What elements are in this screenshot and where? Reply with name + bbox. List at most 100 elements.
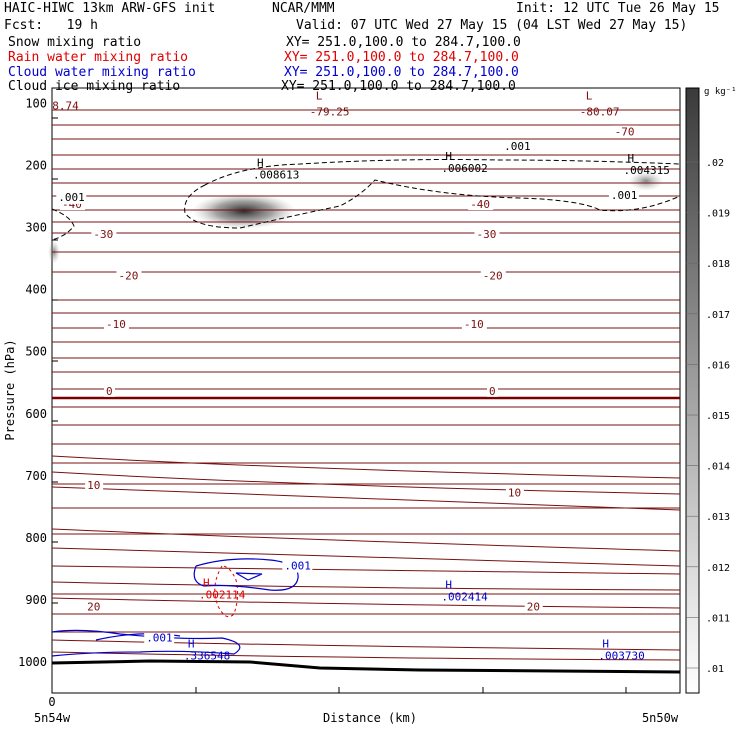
field-name-rain: Rain water mixing ratio — [8, 50, 189, 65]
temperature-contour — [51, 547, 681, 567]
temperature-contour-label: -30 — [93, 228, 113, 241]
field-xy-rain: XY= 251.0,100.0 to 284.7,100.0 — [284, 50, 519, 65]
rain-maximum-value: .002114 — [199, 588, 246, 601]
temperature-contour — [51, 639, 681, 651]
temperature-contour-label: 10 — [87, 479, 100, 492]
plot-frame — [51, 87, 681, 694]
temperature-contours — [51, 109, 681, 661]
temperature-extremum-letter: L — [316, 90, 323, 103]
cloud-water-maximum-letter: H — [188, 637, 195, 650]
temperature-contour-label: 10 — [508, 487, 521, 500]
model-title: HAIC-HIWC 13km ARW-GFS init — [4, 1, 216, 16]
snow-maximum-letter: H — [445, 150, 452, 163]
surface-line — [51, 659, 681, 674]
y-tick-label: 800 — [25, 531, 47, 545]
temperature-extremum-value: 8.74 — [52, 100, 79, 113]
temperature-label-bg — [91, 227, 117, 240]
temperature-contour-label: -10 — [106, 318, 126, 331]
field-xy-snow: XY= 251.0,100.0 to 284.7,100.0 — [286, 35, 521, 50]
field-xy-cloud-water: XY= 251.0,100.0 to 284.7,100.0 — [284, 65, 519, 80]
field-name-snow: Snow mixing ratio — [8, 35, 142, 50]
y-axis-title: Pressure (hPa) — [3, 339, 17, 440]
cloud-water-maximum-letter: H — [602, 637, 609, 650]
cloud-water-contour — [193, 558, 299, 591]
y-tick-label: 900 — [25, 593, 47, 607]
snow-shading-max — [192, 193, 296, 229]
temperature-contour-label: 0 — [106, 385, 113, 398]
y-tick-label: 200 — [25, 159, 47, 173]
temperature-label-bg — [103, 317, 129, 330]
snow-contour — [204, 159, 681, 186]
temperature-contour — [51, 565, 681, 575]
snow-contour — [51, 208, 75, 241]
field-name-cloud-ice: Cloud ice mixing ratio — [8, 79, 181, 94]
temperature-contour-label: -70 — [615, 125, 635, 138]
temperature-contour — [51, 528, 681, 552]
snow-contour-label: .001 — [504, 140, 531, 153]
colorbar-tick-label: .015 — [706, 411, 730, 422]
temperature-label-bg — [85, 479, 104, 492]
x-axis-title: Distance (km) — [323, 711, 417, 725]
temperature-label-bg — [480, 269, 506, 282]
temperature-contour — [51, 597, 681, 609]
temperature-extremum-letter: L — [586, 90, 593, 103]
cloud-water-label-bg — [282, 560, 313, 573]
temperature-label-bg — [612, 125, 638, 138]
colorbar-tick-label: .011 — [706, 613, 730, 624]
temperature-label-bg — [524, 600, 543, 613]
cloud-water-maximum-value: .336548 — [184, 649, 230, 662]
y-tick-label: 500 — [25, 345, 47, 359]
temperature-label-bg — [474, 227, 500, 240]
snow-maximum-value: .006002 — [441, 162, 487, 175]
snow-label-bg — [56, 191, 87, 204]
colorbar-tick-label: .02 — [706, 158, 724, 169]
snow-maximum-value: .004315 — [623, 164, 669, 177]
temperature-contour-label: -40 — [470, 198, 490, 211]
cloud-water-maximum-value: .003730 — [598, 649, 644, 662]
cloud-water-label-bg — [144, 632, 175, 645]
init-time: Init: 12 UTC Tue 26 May 15 — [516, 1, 720, 16]
temperature-extremum-value: -79.25 — [310, 106, 350, 119]
cloud-water-contour-label: .001 — [146, 631, 173, 644]
colorbar-tick-label: .018 — [706, 259, 730, 270]
temperature-contour — [51, 651, 681, 661]
temperature-contour-label: -10 — [464, 318, 484, 331]
colorbar-unit: g kg⁻¹ — [704, 87, 737, 97]
snow-maximum-value: .008613 — [253, 169, 299, 182]
temperature-contour-label: -20 — [483, 269, 503, 282]
colorbar-tick-label: .019 — [706, 209, 730, 220]
center-label: NCAR/MMM — [272, 1, 335, 16]
colorbar-tick-label: .012 — [706, 563, 730, 574]
temperature-label-bg — [103, 384, 115, 397]
y-tick-label: 400 — [25, 283, 47, 297]
forecast-hour: Fcst: 19 h — [4, 18, 98, 33]
temperature-label-bg — [461, 317, 487, 330]
colorbar — [685, 87, 700, 694]
cloud-water-contour — [235, 572, 263, 581]
temperature-contour-label: -20 — [119, 269, 139, 282]
temperature-contour-label: 0 — [489, 385, 496, 398]
cloud-water-maximum-value: .002414 — [441, 590, 488, 603]
temperature-label-bg — [468, 198, 494, 211]
temperature-contour — [51, 455, 681, 479]
y-tick-label: 300 — [25, 221, 47, 235]
snow-shading-right — [628, 171, 664, 191]
cloud-water-contour-label: .001 — [284, 560, 311, 573]
x-axis — [195, 687, 627, 693]
colorbar-tick-label: .013 — [706, 512, 730, 523]
temperature-contour-label: 20 — [87, 601, 100, 614]
x-tick-label: 0 — [48, 695, 55, 709]
temperature-label-bg — [505, 486, 524, 499]
snow-maximum-letter: H — [627, 152, 634, 165]
temperature-extremum-value: -80.07 — [580, 106, 620, 119]
temperature-label-bg — [116, 269, 142, 282]
y-tick-label: 600 — [25, 407, 47, 421]
snow-label-bg — [608, 190, 639, 203]
temperature-contour — [51, 486, 681, 511]
colorbar-tick-label: .017 — [706, 310, 730, 321]
snow-contour-label: .001 — [611, 189, 638, 202]
y-tick-label: 1000 — [18, 655, 47, 669]
cloud-water-contour — [51, 629, 241, 657]
